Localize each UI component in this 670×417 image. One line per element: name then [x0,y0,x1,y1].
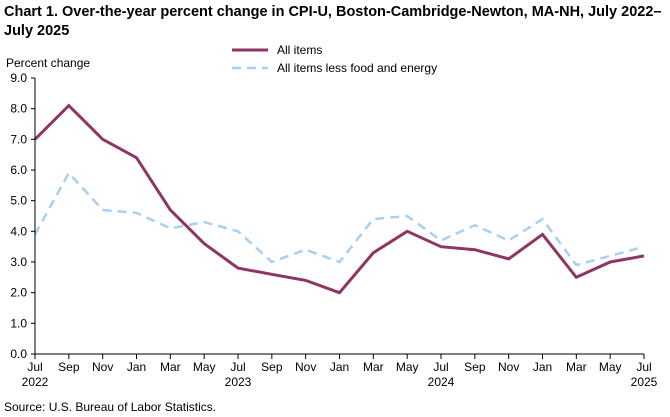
legend: All items All items less food and energy [232,43,437,75]
x-tick-label: Nov [498,360,519,374]
y-tick-label: 6.0 [10,163,27,177]
x-year-label: 2024 [428,375,455,389]
series-line-all-items [33,103,645,295]
x-tick-label: Jan [127,360,146,374]
source-note: Source: U.S. Bureau of Labor Statistics. [4,400,217,414]
y-tick-label: 0.0 [10,347,27,361]
y-tick-label: 3.0 [10,255,27,269]
x-tick-label: Sep [261,360,283,374]
x-tick-label: Jul [433,360,448,374]
series-lines [33,103,645,295]
x-tick-label: Jan [330,360,349,374]
y-tick-label: 9.0 [10,71,27,85]
chart-title: Chart 1. Over-the-year percent change in… [4,4,662,39]
x-tick-label: May [396,360,419,374]
x-tick-label: Sep [464,360,486,374]
x-tick-label: Jul [636,360,651,374]
x-tick-label: Jul [230,360,245,374]
y-tick-label: 5.0 [10,194,27,208]
y-tick-label: 8.0 [10,102,27,116]
x-year-label: 2022 [22,375,49,389]
y-axis-title: Percent change [6,56,90,70]
x-year-label: 2023 [225,375,252,389]
x-tick-label: Jul [27,360,42,374]
y-tick-label: 7.0 [10,132,27,146]
y-tick-label: 2.0 [10,286,27,300]
x-tick-label: Mar [363,360,384,374]
y-tick-label: 1.0 [10,316,27,330]
x-tick-label: Nov [295,360,316,374]
x-tick-label: May [599,360,622,374]
series-line-all-items-less-food-and-energy [33,170,645,267]
x-year-label: 2025 [631,375,658,389]
legend-label: All items [277,43,322,57]
x-tick-label: May [193,360,216,374]
x-tick-label: Mar [160,360,181,374]
x-tick-label: Jan [533,360,552,374]
x-axis: Jul Sep Nov Jan Mar May Jul Sep Nov Jan Mar May Jul S… [22,354,658,389]
x-tick-label: Mar [566,360,587,374]
legend-label: All items less food and energy [277,61,437,75]
y-tick-label: 4.0 [10,224,27,238]
x-tick-label: Nov [92,360,113,374]
x-tick-label: Sep [58,360,80,374]
y-axis: 0.0 1.0 2.0 3.0 4.0 5.0 6.0 7.0 8.0 9.0 [10,71,35,361]
